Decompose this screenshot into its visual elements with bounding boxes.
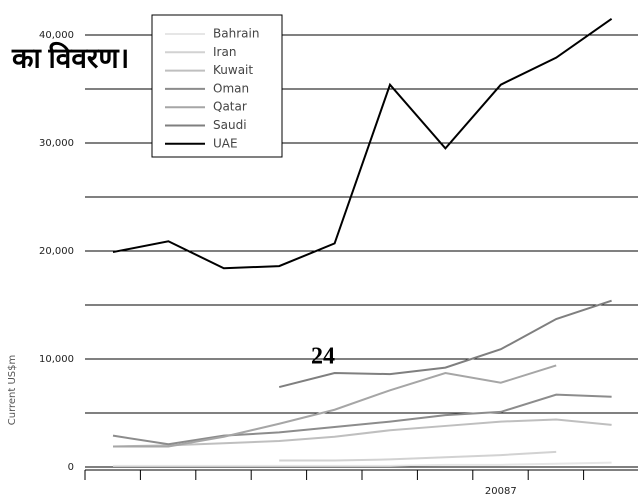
y-tick-label: 30,000 (39, 138, 74, 149)
series-line (112, 418, 612, 448)
legend-label: Qatar (213, 100, 247, 114)
annotation: का विवरण। (11, 41, 129, 73)
series-line (112, 393, 612, 446)
legend-label: Saudi (213, 118, 247, 132)
legend-label: Kuwait (213, 63, 253, 77)
series-line (112, 17, 613, 270)
series-line (278, 299, 612, 389)
series-line (279, 450, 557, 462)
legend-box (151, 14, 283, 158)
legend-label: Iran (213, 45, 236, 59)
y-tick-label: 20,000 (39, 246, 74, 257)
series-line (113, 461, 612, 467)
y-tick-label: 0 (68, 462, 74, 473)
legend-label: Bahrain (213, 27, 259, 41)
y-axis-label: Current US$m (7, 355, 18, 426)
legend-label: UAE (213, 136, 238, 150)
x-tick-label: 20087 (485, 486, 517, 497)
series-line (113, 364, 557, 448)
annotation: 24 (311, 344, 335, 370)
legend-label: Oman (213, 81, 249, 95)
y-tick-label: 40,000 (39, 30, 74, 41)
y-tick-label: 10,000 (39, 354, 74, 365)
